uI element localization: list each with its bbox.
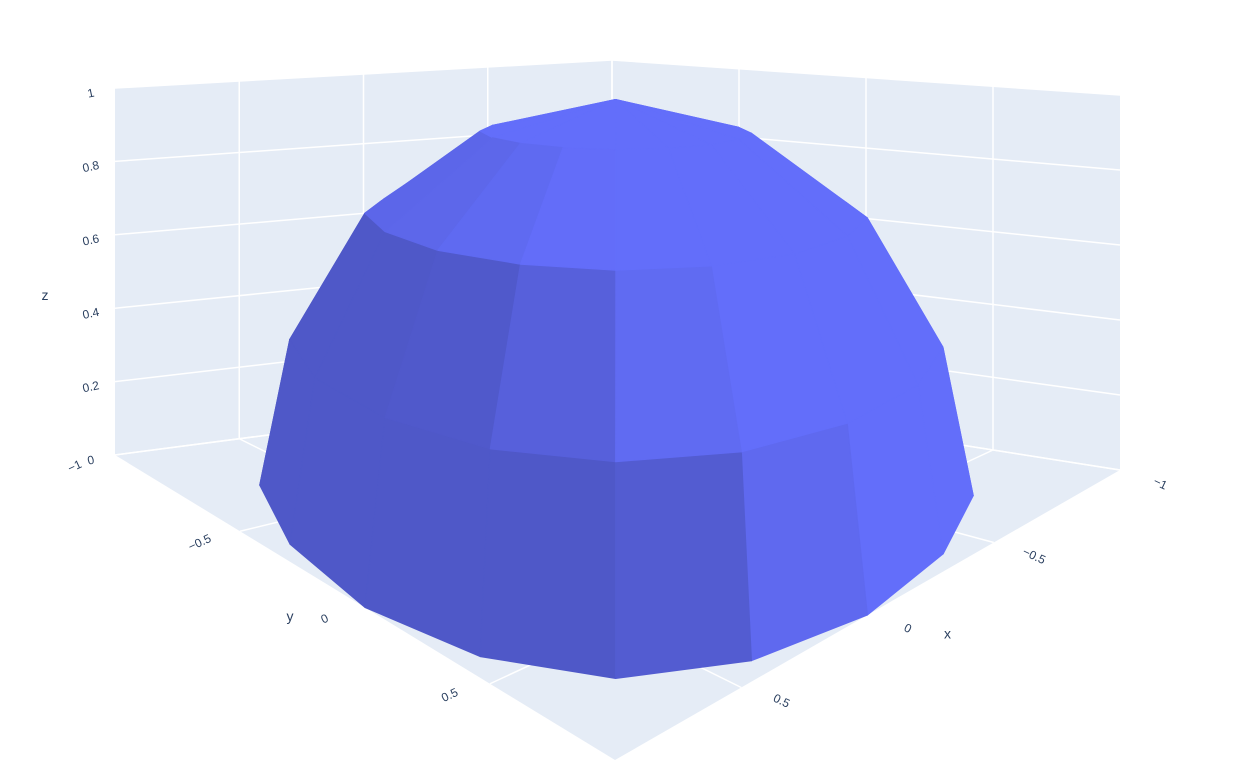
surface [259,99,974,679]
z-tick-label: 0.4 [81,305,101,322]
x-tick-label: −1 [1151,474,1170,493]
y-tick-label: −0.5 [186,531,214,554]
z-axis-title: z [42,287,49,303]
surface-patch [479,448,617,679]
surface-patch [364,417,491,658]
z-tick-label: 0 [86,453,96,468]
z-tick-label: 0.6 [81,231,101,248]
x-tick-label: 0 [902,620,914,636]
z-tick-label: 0.8 [81,158,101,175]
x-tick-label: 0.5 [771,691,792,711]
surface-patch [615,451,752,679]
y-tick-label: 0.5 [439,685,460,705]
y-axis-title: y [287,608,294,624]
z-tick-label: 1 [86,86,96,101]
x-axis-title: x [944,626,951,642]
surface-patch [615,147,712,271]
z-tick-label: 0.2 [81,378,101,395]
x-tick-label: −0.5 [1020,544,1048,567]
y-tick-label: 0 [319,611,331,627]
y-tick-label: −1 [65,457,84,476]
